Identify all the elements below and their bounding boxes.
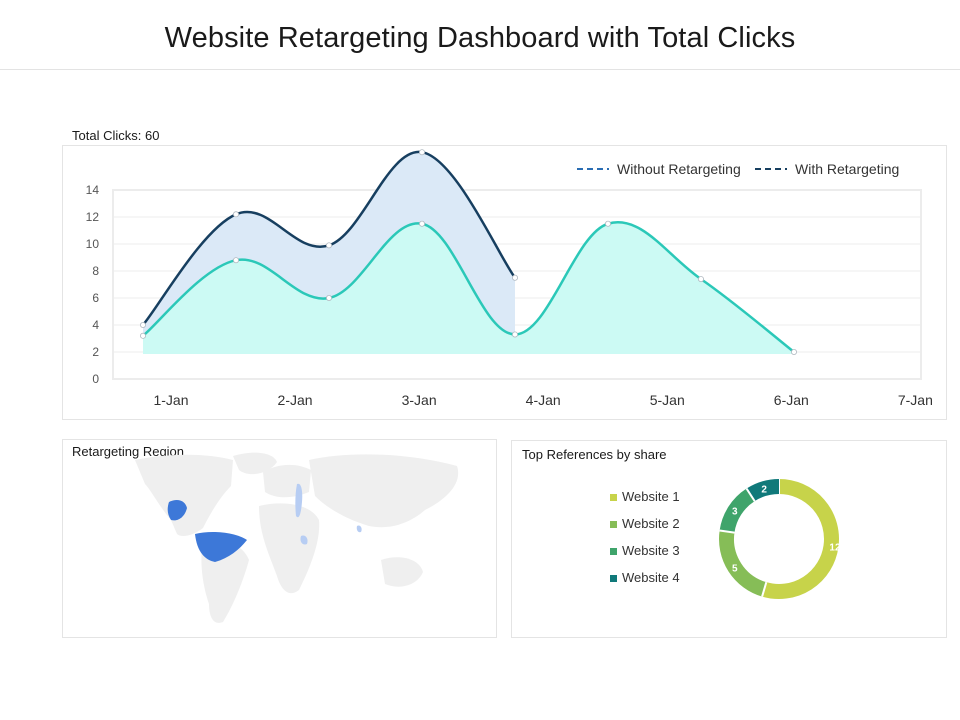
highlighted-region-east-3 [356, 525, 362, 533]
donut-slice [719, 530, 767, 597]
series-0 [140, 220, 798, 355]
highlighted-region-north [167, 500, 187, 521]
donut-slices: 12 5 3 2 [719, 479, 841, 599]
x-tick-label: 6-Jan [774, 392, 809, 408]
x-tick-label: 4-Jan [526, 392, 561, 408]
data-point [325, 294, 332, 301]
donut-chart-panel: Top References by share Website 1 Website… [511, 440, 947, 638]
africa-shape [259, 503, 320, 594]
legend-label: Website 1 [622, 489, 680, 504]
legend-label: With Retargeting [795, 161, 899, 177]
data-point [140, 332, 147, 339]
title-divider [0, 69, 960, 70]
page-title: Website Retargeting Dashboard with Total… [164, 22, 796, 54]
legend-swatch [610, 548, 617, 555]
legend-swatch [610, 521, 617, 528]
line-chart-panel: 0 2 4 6 8 10 12 14 1-Jan 2-Jan 3-Jan 4-Jan 5-Jan 6-Ja… [62, 145, 947, 420]
line-legend: Without Retargeting With Retargeting [577, 161, 899, 177]
y-tick-label: 0 [92, 372, 99, 386]
x-tick-label: 3-Jan [402, 392, 437, 408]
legend-label: Without Retargeting [617, 161, 741, 177]
highlighted-region-east-2 [300, 535, 308, 545]
data-point [232, 211, 239, 218]
slice-separator [761, 581, 768, 597]
australia-shape [381, 557, 423, 587]
legend-swatch [610, 575, 617, 582]
y-tick-label: 4 [92, 318, 99, 332]
data-point [605, 220, 612, 227]
donut-chart-title: Top References by share [522, 447, 667, 462]
data-point [325, 242, 332, 249]
asia-shape [309, 454, 459, 528]
plot-area [112, 189, 922, 380]
series-line [142, 221, 795, 353]
map-panel: Retargeting Region [62, 439, 497, 638]
data-point [511, 331, 518, 338]
data-point [511, 274, 518, 281]
x-tick-label: 7-Jan [898, 392, 933, 408]
highlighted-region-south [195, 532, 247, 562]
map-title: Retargeting Region [72, 444, 185, 459]
line-chart: 0 2 4 6 8 10 12 14 1-Jan 2-Jan 3-Jan 4-Jan 5-Jan 6-Ja… [86, 149, 933, 408]
map-land [135, 452, 459, 623]
greenland-shape [233, 452, 277, 475]
y-tick-label: 6 [92, 291, 99, 305]
slice-label: 3 [732, 507, 738, 518]
line-chart-title: Total Clicks: 60 [72, 128, 160, 143]
legend-label: Website 2 [622, 516, 680, 531]
legend-swatch [610, 494, 617, 501]
slice-separator [719, 529, 735, 534]
highlighted-region-east-1 [295, 483, 303, 518]
data-point [418, 220, 425, 227]
data-point [698, 276, 705, 283]
data-point [418, 149, 425, 156]
data-point [791, 348, 798, 355]
slice-label: 2 [761, 485, 767, 496]
data-point [232, 257, 239, 264]
slice-separator [745, 487, 756, 502]
y-tick-label: 12 [86, 210, 100, 224]
x-tick-label: 5-Jan [650, 392, 685, 408]
legend-label: Website 3 [622, 543, 680, 558]
donut-slice [762, 479, 839, 599]
world-map [135, 452, 459, 623]
slice-label: 12 [829, 542, 841, 553]
donut-slice [719, 488, 755, 533]
donut-slice [746, 479, 780, 502]
data-point [140, 321, 147, 328]
y-tick-label: 14 [86, 183, 100, 197]
y-tick-label: 10 [86, 237, 100, 251]
x-tick-label: 1-Jan [153, 392, 188, 408]
donut-chart: 12 5 3 2 [719, 479, 841, 599]
series-area [143, 222, 794, 354]
map-minor-highlights [295, 483, 362, 545]
legend-label: Website 4 [622, 570, 680, 585]
map-highlights [167, 500, 247, 562]
y-tick-label: 8 [92, 264, 99, 278]
north-america-shape [135, 454, 233, 536]
slice-label: 5 [732, 563, 738, 574]
x-tick-label: 2-Jan [278, 392, 313, 408]
europe-shape [263, 464, 311, 498]
y-tick-label: 2 [92, 345, 99, 359]
